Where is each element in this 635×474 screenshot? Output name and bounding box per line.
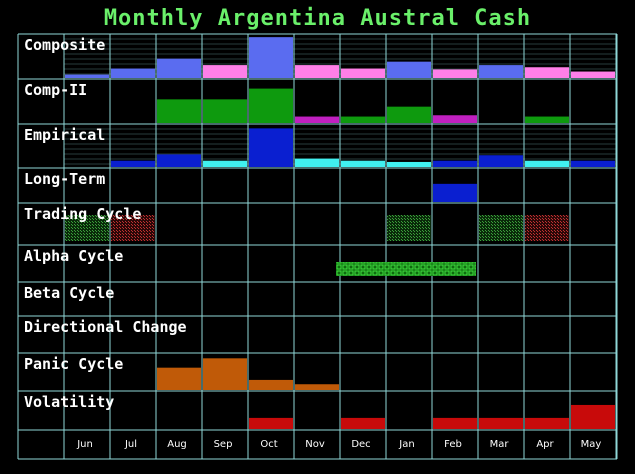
bar-composite-oct (249, 37, 293, 78)
bar-empirical-mar (479, 155, 523, 167)
bar-volatility-mar (479, 417, 523, 429)
row-label: Empirical (24, 126, 105, 144)
bar-volatility-oct (249, 417, 293, 429)
bar-comp-ii-apr (525, 116, 569, 123)
bar-composite-feb (433, 69, 477, 78)
bar-panic-cycle-oct (249, 379, 293, 390)
month-label: Feb (444, 439, 462, 450)
cycle-mark-jan (387, 215, 431, 241)
cycle-mark-mar (479, 215, 523, 241)
bar-empirical-dec (341, 160, 385, 167)
bar-empirical-may (571, 160, 615, 167)
month-label: Jul (124, 439, 137, 450)
bar-panic-cycle-aug (157, 367, 201, 390)
chart-labels: Composite Comp-II Empirical Long-Term Tradin… (24, 36, 601, 450)
bar-comp-ii-aug (157, 99, 201, 123)
bar-comp-ii-sep (203, 99, 247, 123)
bar-volatility-feb (433, 417, 477, 429)
bar-empirical-oct (249, 128, 293, 167)
bar-volatility-apr (525, 417, 569, 429)
month-label: Jun (76, 439, 93, 450)
bar-composite-dec (341, 68, 385, 78)
bar-empirical-jan (387, 161, 431, 167)
bar-comp-ii-jan (387, 106, 431, 123)
bar-empirical-apr (525, 160, 569, 167)
row-label: Comp-II (24, 81, 87, 99)
row-label: Beta Cycle (24, 284, 114, 302)
bar-composite-jun (65, 74, 109, 78)
bar-composite-aug (157, 58, 201, 78)
row-label: Trading Cycle (24, 205, 141, 223)
bar-composite-jan (387, 61, 431, 78)
bar-composite-apr (525, 67, 569, 78)
bar-composite-may (571, 71, 615, 78)
row-label: Long-Term (24, 170, 105, 188)
month-label: Mar (490, 439, 510, 450)
bar-empirical-jul (111, 160, 155, 167)
bar-panic-cycle-nov (295, 384, 339, 390)
chart-title: Monthly Argentina Austral Cash (103, 6, 532, 31)
row-label: Composite (24, 36, 105, 54)
bar-empirical-feb (433, 160, 477, 167)
bar-composite-jul (111, 68, 155, 78)
bar-comp-ii-dec (341, 116, 385, 123)
chart-grid (17, 33, 618, 460)
month-label: Apr (536, 439, 554, 450)
month-label: Jan (398, 439, 414, 450)
bar-comp-ii-feb (433, 115, 477, 123)
bar-empirical-nov (295, 158, 339, 167)
row-label: Alpha Cycle (24, 247, 123, 265)
month-label: Dec (351, 439, 370, 450)
month-label: Nov (305, 439, 325, 450)
cycle-mark-jul (111, 215, 155, 241)
chart-marks (65, 37, 615, 429)
bar-empirical-sep (203, 160, 247, 167)
cycle-mark-dec (336, 262, 386, 276)
bar-panic-cycle-sep (203, 358, 247, 390)
row-label: Directional Change (24, 318, 187, 336)
month-label: Oct (260, 439, 277, 450)
bar-volatility-dec (341, 417, 385, 429)
cycle-mark-jan (382, 262, 432, 276)
cycle-mark-apr (525, 215, 569, 241)
bar-composite-nov (295, 65, 339, 78)
month-label: Aug (167, 439, 187, 450)
bar-composite-sep (203, 65, 247, 78)
bar-comp-ii-nov (295, 116, 339, 123)
bar-composite-mar (479, 65, 523, 78)
row-label: Panic Cycle (24, 355, 123, 373)
row-label: Volatility (24, 393, 114, 411)
cycle-mark-jun (65, 215, 109, 241)
bar-comp-ii-oct (249, 88, 293, 123)
month-label: May (581, 439, 602, 450)
bar-volatility-may (571, 404, 615, 429)
cycle-mark-feb (428, 262, 476, 276)
bar-empirical-aug (157, 154, 201, 167)
month-label: Sep (214, 439, 233, 450)
bar-long-term-feb (433, 183, 477, 202)
